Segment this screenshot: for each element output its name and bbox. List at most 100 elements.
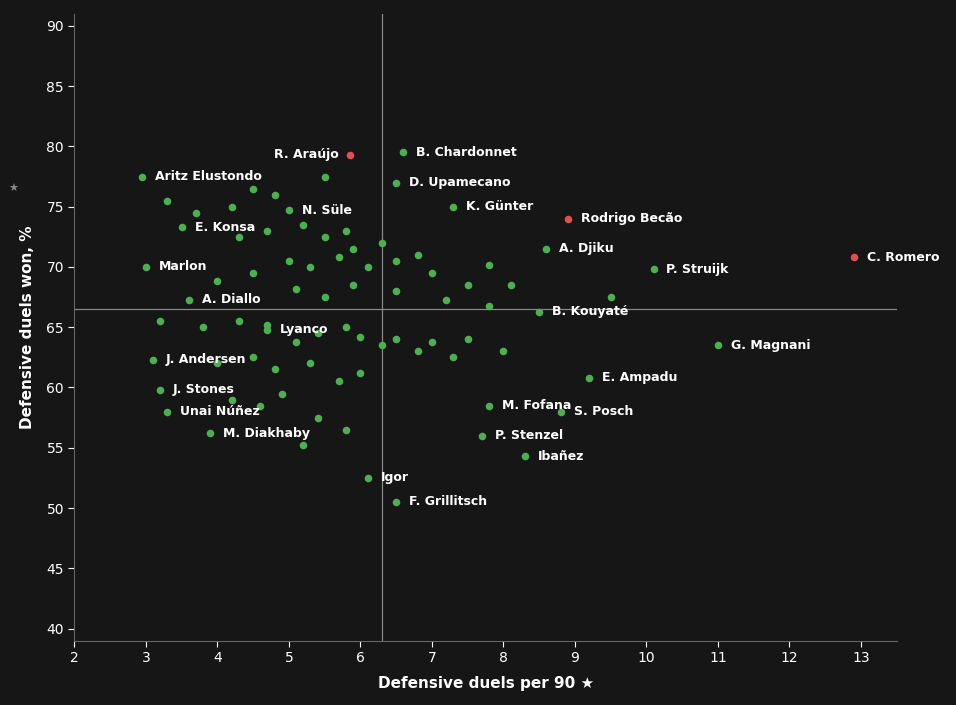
Point (188, 207, 204, 219)
Point (445, 352, 461, 363)
Point (224, 394, 239, 405)
Point (295, 440, 311, 451)
Point (374, 340, 389, 351)
Point (410, 250, 425, 261)
Point (174, 221, 189, 233)
Point (439, 294, 454, 305)
Point (224, 201, 239, 212)
Point (246, 183, 261, 195)
Point (303, 357, 318, 369)
Point (281, 255, 296, 266)
Point (388, 496, 403, 508)
Point (388, 333, 403, 345)
Point (153, 316, 168, 327)
Point (553, 406, 568, 417)
Text: E. Ampadu: E. Ampadu (602, 372, 678, 384)
Point (281, 204, 296, 216)
Point (252, 400, 268, 411)
Point (474, 430, 489, 441)
Point (338, 225, 354, 236)
Point (538, 243, 554, 255)
Point (482, 300, 497, 311)
Point (196, 321, 211, 333)
X-axis label: Defensive duels per 90 ★: Defensive duels per 90 ★ (378, 676, 594, 691)
Point (332, 376, 347, 387)
Text: J. Stones: J. Stones (173, 384, 235, 396)
Point (260, 324, 275, 336)
Point (460, 279, 475, 290)
Text: P. Struijk: P. Struijk (666, 263, 728, 276)
Text: A. Djiku: A. Djiku (559, 243, 614, 255)
Text: Aritz Elustondo: Aritz Elustondo (155, 170, 262, 183)
Point (274, 388, 290, 399)
Point (231, 231, 247, 243)
Point (445, 201, 461, 212)
Point (317, 291, 333, 302)
Point (209, 357, 225, 369)
Point (139, 262, 154, 273)
Point (560, 213, 576, 224)
Point (460, 333, 475, 345)
Point (303, 262, 318, 273)
Text: ★: ★ (8, 185, 18, 195)
Point (160, 406, 175, 417)
Point (396, 147, 411, 158)
Point (145, 354, 161, 365)
Point (374, 238, 389, 249)
Point (310, 328, 325, 339)
Text: K. Günter: K. Günter (467, 200, 533, 213)
Text: Igor: Igor (380, 472, 408, 484)
Point (182, 294, 197, 305)
Point (388, 177, 403, 188)
Point (267, 364, 282, 375)
Text: B. Kouyaté: B. Kouyaté (552, 305, 628, 318)
Point (646, 264, 662, 275)
Point (710, 340, 726, 351)
Point (388, 255, 403, 266)
Point (289, 283, 304, 294)
Point (388, 286, 403, 297)
Point (332, 252, 347, 263)
Text: M. Fofana: M. Fofana (502, 399, 572, 412)
Point (310, 412, 325, 423)
Point (360, 472, 376, 484)
Point (424, 336, 440, 348)
Point (153, 384, 168, 396)
Text: M. Diakhaby: M. Diakhaby (223, 427, 310, 440)
Point (603, 291, 619, 302)
Point (289, 336, 304, 348)
Point (317, 231, 333, 243)
Point (203, 428, 218, 439)
Point (503, 279, 518, 290)
Text: Lyanco: Lyanco (280, 323, 329, 336)
Point (346, 243, 361, 255)
Text: Marlon: Marlon (159, 260, 207, 274)
Point (295, 219, 311, 231)
Point (532, 306, 547, 317)
Point (338, 424, 354, 435)
Text: D. Upamecano: D. Upamecano (409, 176, 511, 189)
Point (424, 267, 440, 278)
Point (482, 259, 497, 270)
Text: P. Stenzel: P. Stenzel (495, 429, 563, 442)
Text: R. Araújo: R. Araújo (274, 148, 339, 161)
Text: G. Magnani: G. Magnani (730, 339, 811, 352)
Point (260, 225, 275, 236)
Point (317, 171, 333, 182)
Text: E. Konsa: E. Konsa (195, 221, 255, 233)
Point (346, 279, 361, 290)
Point (353, 331, 368, 343)
Text: C. Romero: C. Romero (867, 251, 939, 264)
Text: Unai Núñez: Unai Núñez (181, 405, 260, 418)
Text: B. Chardonnet: B. Chardonnet (416, 146, 517, 159)
Text: N. Süle: N. Süle (302, 204, 352, 217)
Point (496, 345, 511, 357)
Text: Rodrigo Becão: Rodrigo Becão (580, 212, 682, 226)
Point (581, 372, 597, 384)
Point (267, 189, 282, 200)
Point (360, 262, 376, 273)
Point (410, 345, 425, 357)
Point (517, 450, 532, 462)
Point (338, 321, 354, 333)
Point (482, 400, 497, 411)
